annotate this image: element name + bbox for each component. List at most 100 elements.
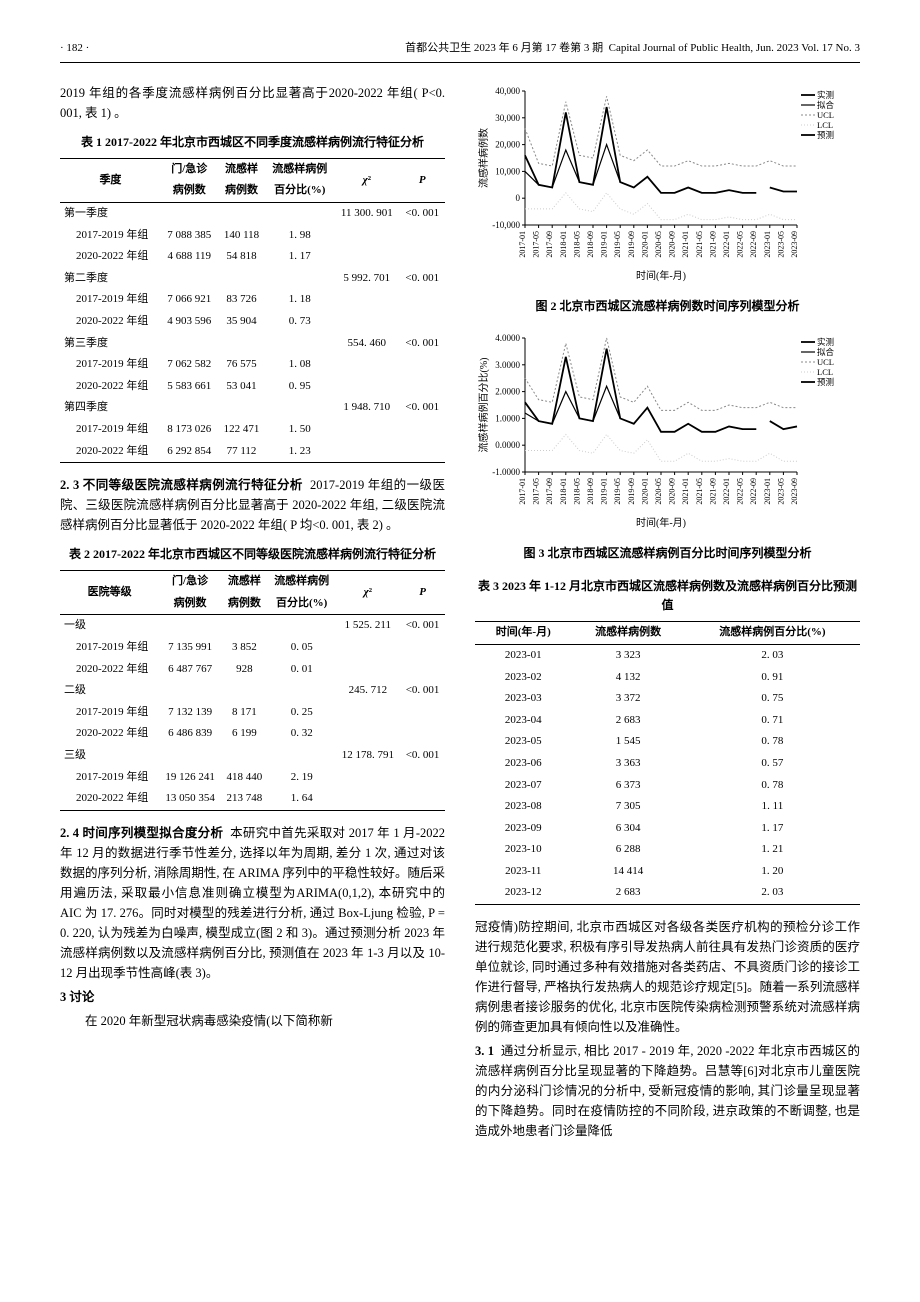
left-column: 2019 年组的各季度流感样病例百分比显著高于2020-2022 年组( P<0… (60, 83, 445, 1145)
svg-text:2018-01: 2018-01 (559, 478, 568, 505)
svg-text:-10,000: -10,000 (492, 220, 520, 230)
table-row: 2023-051 5450. 78 (475, 731, 860, 753)
table-row: 2023-087 3051. 11 (475, 796, 860, 818)
svg-text:2022-09: 2022-09 (749, 478, 758, 505)
table-row: 2023-063 3630. 57 (475, 753, 860, 775)
svg-text:实测: 实测 (817, 90, 834, 100)
svg-text:流感样病例百分比(%): 流感样病例百分比(%) (477, 357, 490, 452)
svg-text:2017-05: 2017-05 (532, 478, 541, 505)
page-number: · 182 · (60, 40, 89, 58)
table-row: 第一季度 11 300. 901<0. 001 (60, 202, 445, 224)
svg-text:40,000: 40,000 (495, 86, 520, 96)
table-row: 2020-2022 年组 5 583 66153 0410. 95 (60, 376, 445, 398)
svg-text:2017-01: 2017-01 (518, 478, 527, 505)
table-row: 2023-042 6830. 71 (475, 710, 860, 732)
table-row: 第四季度 1 948. 710<0. 001 (60, 397, 445, 419)
table-row: 二级 245. 712<0. 001 (60, 680, 445, 702)
svg-text:时间(年-月): 时间(年-月) (636, 269, 686, 282)
svg-text:实测: 实测 (817, 337, 834, 347)
section-3-head: 3 讨论 (60, 987, 445, 1007)
table-row: 2017-2019 年组 19 126 241418 4402. 19 (60, 767, 445, 789)
svg-text:2021-05: 2021-05 (695, 231, 704, 258)
svg-text:2021-05: 2021-05 (695, 478, 704, 505)
svg-text:2019-09: 2019-09 (627, 478, 636, 505)
svg-text:2018-09: 2018-09 (586, 478, 595, 505)
svg-text:2021-01: 2021-01 (681, 478, 690, 505)
figure-2-chart: -10,000010,00020,00030,00040,0002017-012… (475, 83, 860, 289)
right-para-1: 冠疫情)防控期间, 北京市西城区对各级各类医疗机构的预检分诊工作进行规范化要求,… (475, 917, 860, 1037)
table-row: 2020-2022 年组 4 688 11954 8181. 17 (60, 246, 445, 268)
svg-text:2023-05: 2023-05 (776, 478, 785, 505)
table-row: 2023-1114 4141. 20 (475, 861, 860, 883)
table1: 季度 门/急诊流感样流感样病例 χ² P 病例数病例数百分比(%) 第一季度 1… (60, 158, 445, 463)
journal-title: 首都公共卫生 2023 年 6 月第 17 卷第 3 期 Capital Jou… (405, 40, 860, 58)
svg-text:2020-01: 2020-01 (640, 478, 649, 505)
svg-text:时间(年-月): 时间(年-月) (636, 516, 686, 529)
svg-text:LCL: LCL (817, 367, 833, 377)
svg-text:流感样病例数: 流感样病例数 (477, 128, 490, 188)
svg-text:2021-01: 2021-01 (681, 231, 690, 258)
right-column: -10,000010,00020,00030,00040,0002017-012… (475, 83, 860, 1145)
svg-text:2021-09: 2021-09 (708, 231, 717, 258)
svg-text:2017-09: 2017-09 (545, 231, 554, 258)
svg-text:0.0000: 0.0000 (495, 440, 520, 450)
svg-text:拟合: 拟合 (817, 347, 835, 357)
table-row: 第三季度 554. 460<0. 001 (60, 333, 445, 355)
svg-text:UCL: UCL (817, 110, 834, 120)
table-row: 三级 12 178. 791<0. 001 (60, 745, 445, 767)
section-2-3: 2. 3 不同等级医院流感样病例流行特征分析 2017-2019 年组的一级医院… (60, 475, 445, 535)
svg-text:2017-05: 2017-05 (532, 231, 541, 258)
table-row: 2017-2019 年组 7 062 58276 5751. 08 (60, 354, 445, 376)
svg-text:2018-05: 2018-05 (572, 231, 581, 258)
section-3-1: 3. 1 通过分析显示, 相比 2017 - 2019 年, 2020 -202… (475, 1041, 860, 1141)
svg-text:10,000: 10,000 (495, 166, 520, 176)
svg-text:2023-01: 2023-01 (763, 478, 772, 505)
svg-text:2023-05: 2023-05 (776, 231, 785, 258)
svg-text:2019-01: 2019-01 (600, 231, 609, 258)
table-row: 2017-2019 年组 7 088 385140 1181. 98 (60, 225, 445, 247)
table1-title: 表 1 2017-2022 年北京市西城区不同季度流感样病例流行特征分析 (60, 133, 445, 152)
table-row: 2020-2022 年组 6 292 85477 1121. 23 (60, 441, 445, 463)
figure-2-caption: 图 2 北京市西城区流感样病例数时间序列模型分析 (475, 297, 860, 316)
table2: 医院等级 门/急诊流感样流感样病例 χ² P 病例数病例数百分比(%) 一级 1… (60, 570, 445, 811)
table-row: 2023-013 3232. 03 (475, 644, 860, 666)
figure-3-chart: -1.00000.00001.00002.00003.00004.0000201… (475, 330, 860, 536)
svg-text:2022-05: 2022-05 (736, 231, 745, 258)
svg-text:2019-09: 2019-09 (627, 231, 636, 258)
table-row: 2023-076 3730. 78 (475, 775, 860, 797)
svg-text:2018-01: 2018-01 (559, 231, 568, 258)
svg-text:2022-01: 2022-01 (722, 231, 731, 258)
svg-text:2022-05: 2022-05 (736, 478, 745, 505)
svg-text:2022-09: 2022-09 (749, 231, 758, 258)
section-2-4: 2. 4 时间序列模型拟合度分析 本研究中首先采取对 2017 年 1 月-20… (60, 823, 445, 983)
svg-text:2019-05: 2019-05 (613, 478, 622, 505)
svg-text:2017-01: 2017-01 (518, 231, 527, 258)
svg-text:20,000: 20,000 (495, 139, 520, 149)
table-row: 一级 1 525. 211<0. 001 (60, 615, 445, 637)
svg-text:2.0000: 2.0000 (495, 386, 520, 396)
table-row: 2020-2022 年组 4 903 59635 9040. 73 (60, 311, 445, 333)
svg-text:2020-09: 2020-09 (668, 231, 677, 258)
table-row: 2020-2022 年组 13 050 354213 7481. 64 (60, 788, 445, 810)
svg-text:2018-05: 2018-05 (572, 478, 581, 505)
svg-text:1.0000: 1.0000 (495, 413, 520, 423)
table-row: 2023-106 2881. 21 (475, 839, 860, 861)
table3-title: 表 3 2023 年 1-12 月北京市西城区流感样病例数及流感样病例百分比预测… (475, 577, 860, 615)
section-3-para: 在 2020 年新型冠状病毒感染疫情(以下简称新 (60, 1011, 445, 1031)
figure-3-caption: 图 3 北京市西城区流感样病例百分比时间序列模型分析 (475, 544, 860, 563)
table3: 时间(年-月) 流感样病例数 流感样病例百分比(%) 2023-013 3232… (475, 621, 860, 905)
svg-text:2020-05: 2020-05 (654, 478, 663, 505)
table-row: 2017-2019 年组 7 132 1398 1710. 25 (60, 702, 445, 724)
page-header: · 182 · 首都公共卫生 2023 年 6 月第 17 卷第 3 期 Cap… (60, 40, 860, 63)
svg-text:2017-09: 2017-09 (545, 478, 554, 505)
table-row: 2023-024 1320. 91 (475, 667, 860, 689)
svg-text:UCL: UCL (817, 357, 834, 367)
table2-title: 表 2 2017-2022 年北京市西城区不同等级医院流感样病例流行特征分析 (60, 545, 445, 564)
intro-paragraph: 2019 年组的各季度流感样病例百分比显著高于2020-2022 年组( P<0… (60, 83, 445, 123)
table-row: 2023-122 6832. 03 (475, 882, 860, 904)
table-row: 第二季度 5 992. 701<0. 001 (60, 268, 445, 290)
table-row: 2023-096 3041. 17 (475, 818, 860, 840)
table-row: 2017-2019 年组 8 173 026122 4711. 50 (60, 419, 445, 441)
svg-text:4.0000: 4.0000 (495, 333, 520, 343)
svg-text:2019-01: 2019-01 (600, 478, 609, 505)
